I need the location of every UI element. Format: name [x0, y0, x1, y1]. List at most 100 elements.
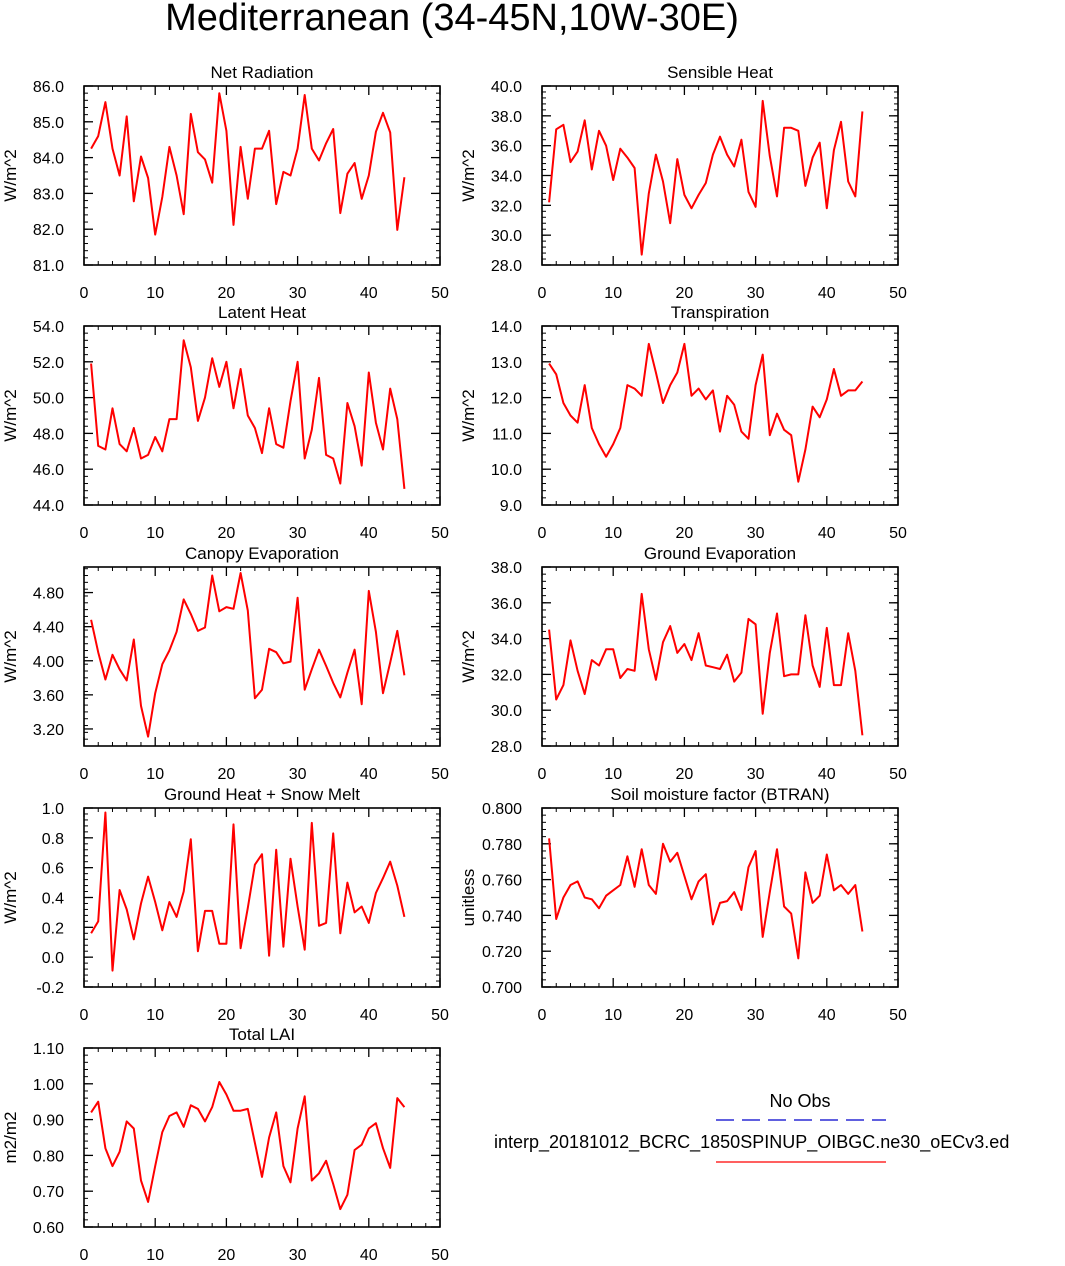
y-tick-label: 36.0: [491, 139, 522, 156]
x-tick-label: 0: [80, 285, 89, 302]
y-tick-label: 11.0: [492, 426, 522, 443]
x-tick-label: 10: [604, 285, 622, 302]
y-tick-label: 28.0: [491, 258, 522, 275]
x-tick-label: 30: [747, 285, 765, 302]
x-tick-label: 30: [289, 1007, 307, 1024]
panels: Net Radiation W/m^2 0 10 20 30 40 50 81.0 82.0 83.…: [1, 63, 907, 1264]
x-tick-label: 10: [146, 285, 164, 302]
legend: No Obs interp_20181012_BCRC_1850SPINUP_O…: [494, 1091, 1009, 1163]
chart-panel: Net Radiation W/m^2 0 10 20 30 40 50 81.0 82.0 83.…: [1, 63, 449, 302]
y-tick-label: 38.0: [491, 109, 522, 126]
x-tick-label: 20: [676, 525, 694, 542]
x-tick-label: 50: [889, 1007, 907, 1024]
x-tick-label: 30: [747, 525, 765, 542]
y-tick-label: 50.0: [33, 391, 64, 408]
x-tick-label: 0: [80, 766, 89, 783]
y-tick-label: 0.780: [482, 837, 522, 854]
x-tick-label: 20: [676, 766, 694, 783]
x-tick-label: 40: [360, 1247, 378, 1261]
y-tick-label: 38.0: [491, 560, 522, 577]
y-tick-label: 0.700: [482, 980, 522, 997]
y-tick-label: 32.0: [491, 667, 522, 684]
series-line: [548, 838, 864, 960]
x-tick-label: 10: [146, 525, 164, 542]
y-axis-label: W/m^2: [1, 389, 20, 441]
x-tick-label: 20: [218, 1247, 236, 1261]
x-tick-label: 50: [431, 285, 449, 302]
x-tick-label: 30: [289, 766, 307, 783]
x-tick-label: 40: [360, 525, 378, 542]
y-tick-label: 0.2: [42, 920, 64, 937]
y-axis-label: W/m^2: [1, 630, 20, 682]
x-tick-label: 20: [218, 766, 236, 783]
y-tick-label: -0.2: [36, 980, 64, 997]
x-tick-label: 30: [289, 285, 307, 302]
y-tick-label: 85.0: [33, 115, 64, 132]
y-tick-label: 40.0: [491, 79, 522, 96]
x-tick-label: 0: [80, 1007, 89, 1024]
x-tick-label: 20: [676, 1007, 694, 1024]
y-tick-label: 82.0: [33, 222, 64, 239]
chart-panel: Total LAI m2/m2 0 10 20 30 40 50 0.60 0.70 0.80 0.9…: [1, 1025, 449, 1264]
x-tick-label: 40: [360, 285, 378, 302]
x-tick-label: 30: [289, 525, 307, 542]
y-tick-label: 30.0: [491, 228, 522, 245]
x-tick-label: 30: [747, 1007, 765, 1024]
y-tick-label: 0.6: [42, 861, 64, 878]
chart-panel: Canopy Evaporation W/m^2 0 10 20 30 40 50 3.20 3.…: [1, 544, 449, 783]
y-tick-label: 12.0: [491, 391, 522, 408]
x-tick-label: 40: [360, 1007, 378, 1024]
chart-title: Canopy Evaporation: [185, 544, 339, 563]
legend-model-label: interp_20181012_BCRC_1850SPINUP_OIBGC.ne…: [494, 1132, 1009, 1153]
y-tick-label: 14.0: [491, 319, 522, 336]
x-tick-label: 40: [818, 285, 836, 302]
x-tick-label: 20: [218, 285, 236, 302]
y-tick-label: 0.0: [42, 950, 64, 967]
x-tick-label: 50: [431, 1007, 449, 1024]
x-tick-label: 0: [80, 1247, 89, 1261]
y-tick-label: 0.720: [482, 944, 522, 961]
y-tick-label: 0.760: [482, 873, 522, 890]
y-tick-label: 34.0: [491, 169, 522, 186]
y-tick-label: 28.0: [491, 739, 522, 756]
plot-frame: [83, 1047, 441, 1228]
chart-title: Total LAI: [229, 1025, 295, 1044]
y-tick-label: 0.70: [33, 1184, 64, 1201]
plot-frame: [541, 807, 899, 988]
y-axis-label: unitless: [459, 869, 478, 927]
y-tick-label: 83.0: [33, 186, 64, 203]
x-tick-label: 20: [218, 525, 236, 542]
y-tick-label: 1.10: [33, 1041, 64, 1058]
y-tick-label: 86.0: [33, 79, 64, 96]
y-tick-label: 3.20: [33, 722, 64, 739]
y-axis-label: W/m^2: [459, 389, 478, 441]
y-tick-label: 0.800: [482, 801, 522, 818]
chart-title: Latent Heat: [218, 303, 306, 322]
x-tick-label: 0: [538, 285, 547, 302]
y-tick-label: 0.8: [42, 831, 64, 848]
y-tick-label: 54.0: [33, 319, 64, 336]
series-line: [90, 1081, 406, 1211]
y-tick-label: 48.0: [33, 426, 64, 443]
y-tick-label: 46.0: [33, 462, 64, 479]
y-tick-label: 1.0: [42, 801, 64, 818]
x-tick-label: 10: [604, 1007, 622, 1024]
chart-title: Net Radiation: [210, 63, 313, 82]
y-tick-label: 1.00: [33, 1077, 64, 1094]
series-line: [90, 92, 406, 236]
y-axis-label: W/m^2: [1, 149, 20, 201]
x-tick-label: 10: [604, 766, 622, 783]
plot-frame: [541, 325, 899, 506]
plot-frame: [83, 566, 441, 747]
x-tick-label: 50: [889, 285, 907, 302]
y-tick-label: 44.0: [33, 498, 64, 515]
plot-frame: [83, 807, 441, 988]
chart-panel: Latent Heat W/m^2 0 10 20 30 40 50 44.0 46.0 48.0 5…: [1, 303, 449, 542]
y-tick-label: 34.0: [491, 632, 522, 649]
chart-title: Transpiration: [671, 303, 770, 322]
plot-frame: [541, 85, 899, 266]
chart-title: Soil moisture factor (BTRAN): [610, 785, 829, 804]
plot-frame: [83, 85, 441, 266]
x-tick-label: 50: [431, 766, 449, 783]
y-tick-label: 30.0: [491, 703, 522, 720]
